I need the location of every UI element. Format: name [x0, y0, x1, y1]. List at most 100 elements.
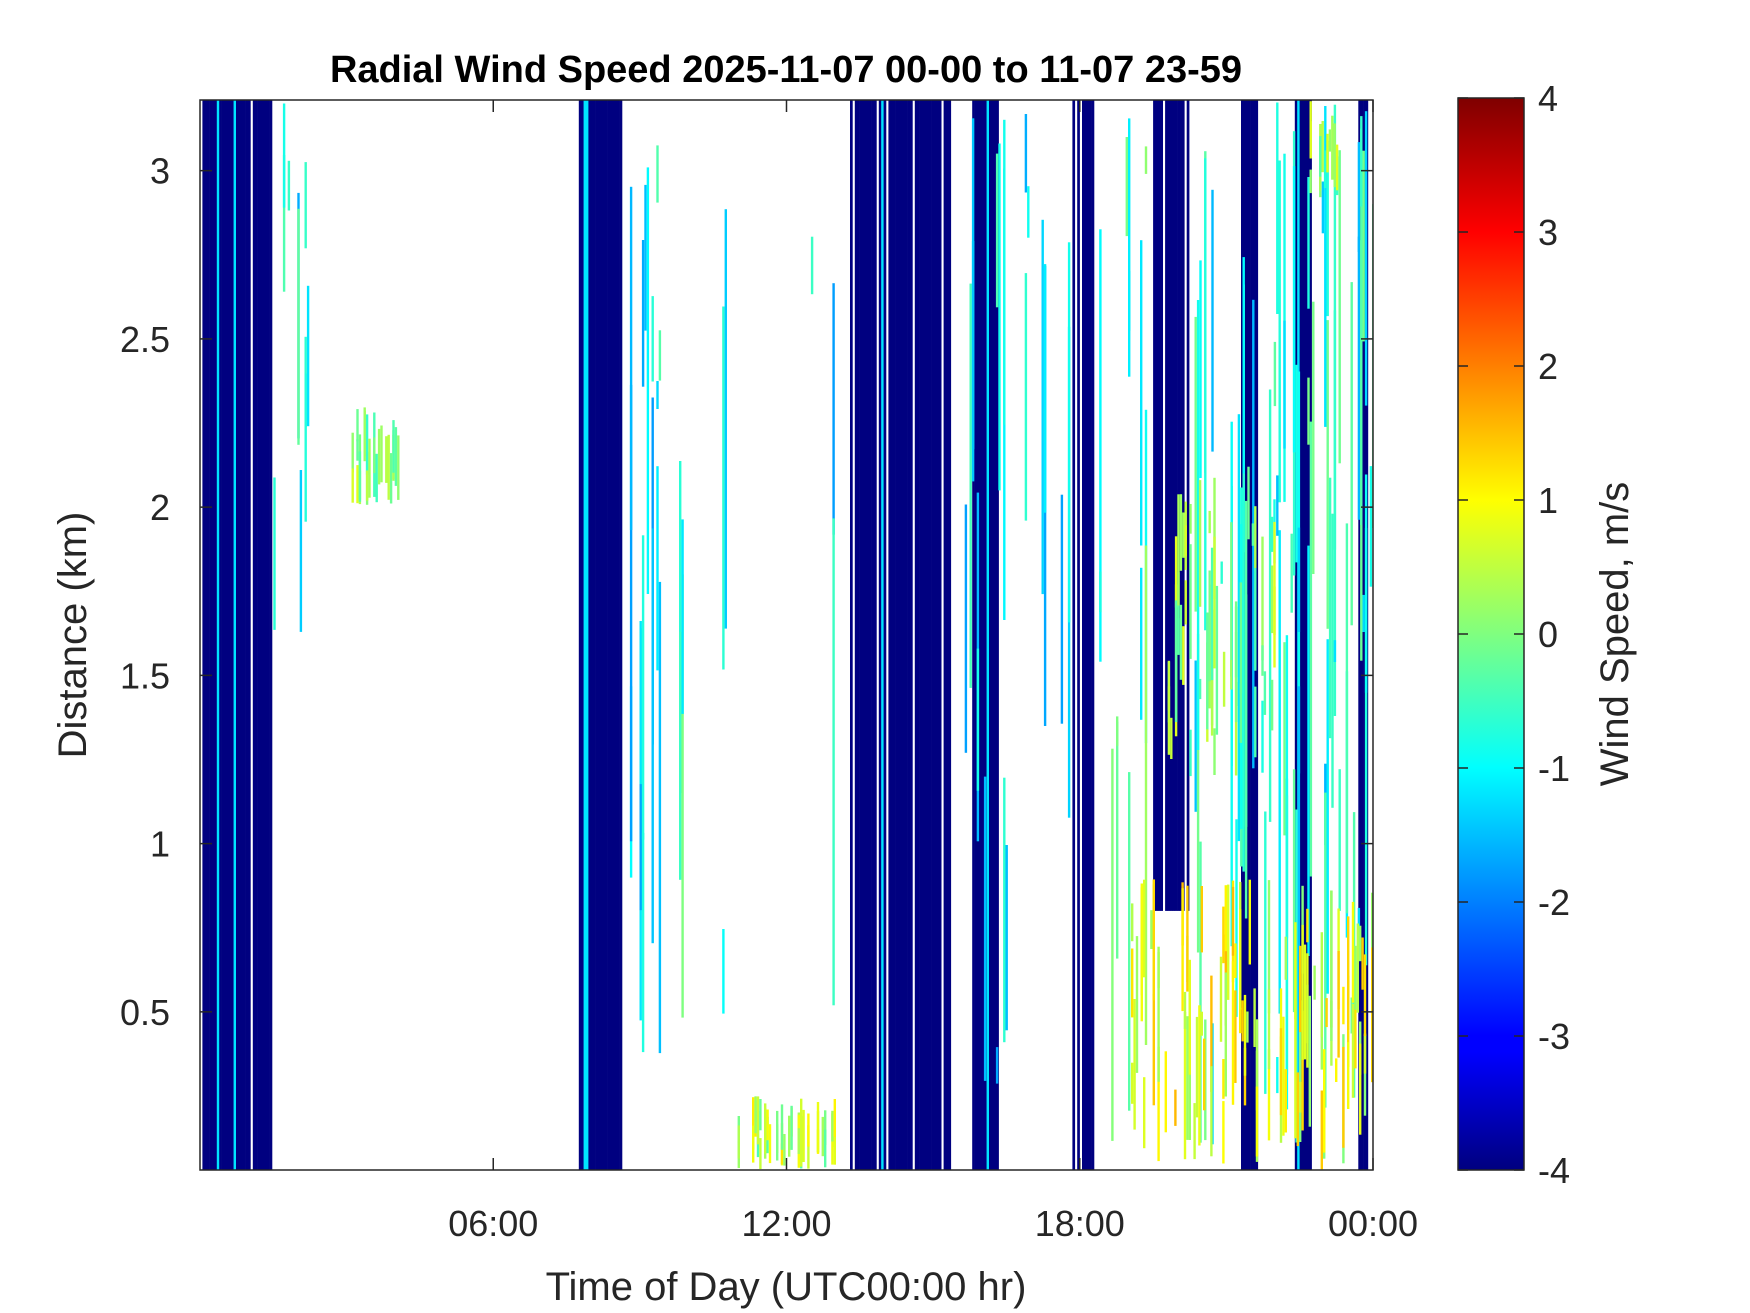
heatmap-cell: [1222, 906, 1225, 964]
heatmap-band: [602, 100, 606, 1170]
heatmap-cell: [1356, 923, 1359, 1013]
heatmap-band: [938, 100, 942, 1170]
heatmap-cell: [1224, 885, 1227, 952]
heatmap-cell: [768, 1124, 772, 1164]
heatmap-cell: [1299, 1000, 1302, 1142]
heatmap-cell: [1324, 792, 1327, 1108]
heatmap-band: [240, 100, 244, 1170]
y-axis: 0.5 1 1.5 2 2.5 3: [120, 151, 1373, 1033]
heatmap-band: [871, 100, 875, 1170]
heatmap-band: [588, 100, 592, 1170]
heatmap-band: [228, 100, 232, 1170]
heatmap-band: [914, 100, 918, 1170]
heatmap-cell: [1234, 990, 1237, 1083]
heatmap-cell: [833, 1099, 836, 1147]
heatmap-band: [600, 100, 604, 1170]
heatmap-cell: [356, 439, 359, 461]
colorbar-tick-label: 2: [1538, 346, 1558, 387]
heatmap-cell: [1184, 580, 1187, 625]
heatmap-band: [986, 100, 990, 1170]
heatmap-cell: [810, 236, 814, 295]
colorbar-tick-label: 4: [1538, 78, 1558, 119]
heatmap-cell: [351, 432, 354, 473]
heatmap-cell: [1276, 1057, 1279, 1094]
heatmap-band: [619, 100, 623, 1170]
heatmap-cell: [1284, 1069, 1287, 1133]
heatmap-cell: [1177, 494, 1180, 606]
heatmap-cell: [639, 784, 642, 911]
heatmap-cell: [831, 1110, 834, 1142]
heatmap-cell: [1174, 1089, 1177, 1126]
heatmap-cell: [1328, 129, 1332, 152]
heatmap-cell: [1313, 965, 1316, 1000]
heatmap-cell: [737, 1125, 740, 1159]
heatmap-cell: [1347, 916, 1350, 1030]
y-tick-label: 2: [150, 487, 170, 528]
heatmap-band: [264, 100, 268, 1170]
heatmap-band: [243, 100, 246, 1170]
heatmap-cell: [1131, 948, 1134, 1018]
heatmap-cell: [833, 1136, 836, 1165]
heatmap-cell: [629, 384, 633, 842]
heatmap-cell: [824, 1110, 827, 1145]
heatmap-band: [926, 100, 930, 1170]
heatmap-cell: [1183, 991, 1187, 1029]
heatmap-cell: [1335, 144, 1339, 191]
heatmap-band: [907, 100, 911, 1170]
heatmap-cell: [1267, 880, 1271, 1014]
heatmap-cell: [363, 407, 366, 462]
heatmap-band: [204, 100, 208, 1170]
heatmap-cell: [1264, 811, 1267, 1094]
heatmap-cell: [1198, 678, 1202, 700]
heatmap-cell: [1294, 922, 1297, 1020]
heatmap-cell: [1350, 282, 1353, 626]
heatmap-cell: [1043, 264, 1047, 513]
heatmap-band: [931, 100, 935, 1170]
heatmap-cell: [800, 1120, 803, 1167]
heatmap-cell: [1179, 494, 1183, 571]
heatmap-cell: [976, 648, 980, 791]
heatmap-cell: [1278, 160, 1281, 503]
heatmap-band: [972, 100, 975, 1170]
chart-title: Radial Wind Speed 2025-11-07 00-00 to 11…: [330, 49, 1242, 91]
heatmap-band: [219, 100, 222, 1170]
heatmap-cell: [1309, 101, 1312, 159]
heatmap-cell: [1261, 645, 1264, 676]
heatmap-cell: [1200, 886, 1203, 953]
heatmap-cell: [964, 504, 968, 753]
heatmap-cell: [365, 414, 369, 475]
heatmap-cell: [1283, 642, 1286, 836]
heatmap-cell: [1186, 885, 1189, 992]
heatmap-cell: [377, 428, 381, 485]
heatmap-cell: [1220, 561, 1223, 584]
colorbar-tick-label: -4: [1538, 1150, 1570, 1191]
heatmap-cell: [1182, 512, 1185, 558]
heatmap-cell: [1041, 219, 1044, 595]
heatmap-band: [226, 100, 230, 1170]
heatmap-cell: [1152, 879, 1155, 1001]
heatmap-cell: [1354, 945, 1357, 1010]
heatmap-band: [996, 100, 999, 1170]
heatmap-cell: [397, 435, 400, 500]
colorbar-tick-label: -1: [1538, 748, 1570, 789]
heatmap-cell: [1325, 998, 1328, 1028]
heatmap-band: [1363, 100, 1366, 1170]
heatmap-band: [581, 100, 584, 1170]
heatmap-cell: [783, 1134, 786, 1166]
heatmap-cell: [287, 160, 291, 211]
heatmap-cell: [1323, 150, 1327, 189]
heatmap-cell: [1005, 845, 1008, 1031]
heatmap-cell: [1276, 102, 1279, 314]
heatmap-cell: [304, 373, 307, 522]
heatmap-cell: [1267, 1049, 1271, 1141]
x-tick-label: 00:00: [1328, 1203, 1418, 1244]
heatmap-cell: [1222, 1059, 1225, 1099]
heatmap-cell: [780, 1143, 784, 1165]
heatmap-band: [267, 100, 270, 1170]
heatmap-band: [881, 100, 884, 1170]
heatmap-cell: [1359, 925, 1362, 962]
heatmap-cell: [1359, 1043, 1362, 1135]
heatmap-band: [598, 100, 601, 1170]
heatmap-band: [1167, 100, 1171, 911]
heatmap-cell: [299, 470, 303, 632]
